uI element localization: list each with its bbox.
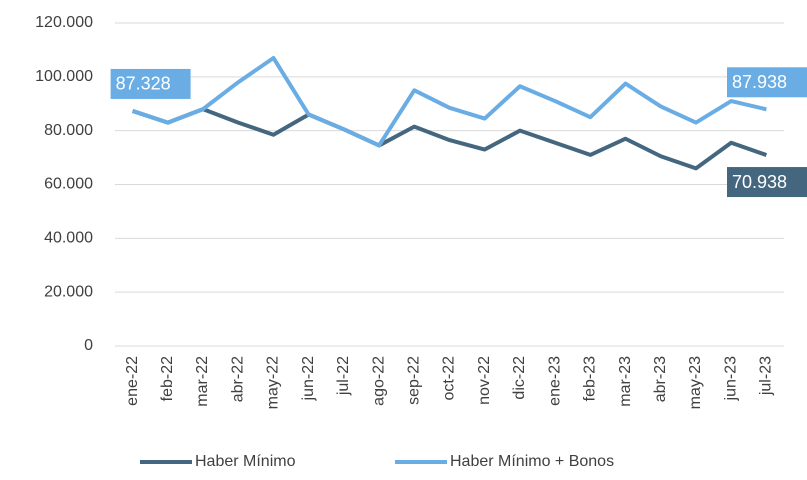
x-tick-label: dic-22 [511,356,528,400]
data-label: 87.938 [727,67,807,98]
data-label-text: 70.938 [732,172,787,192]
data-label: 87.328 [110,68,191,99]
x-tick-label: jul-22 [335,356,352,396]
x-tick-label: ago-22 [370,356,387,406]
y-tick-label: 120.000 [35,14,93,31]
data-label-text: 87.938 [732,72,787,92]
y-tick-label: 80.000 [44,122,93,139]
x-tick-label: nov-22 [476,356,493,405]
x-tick-label: ene-22 [124,356,141,406]
legend-label: Haber Mínimo [195,453,296,470]
data-label: 70.938 [727,167,807,198]
x-tick-label: feb-22 [159,356,176,401]
series-line [131,55,767,148]
y-tick-label: 0 [84,337,93,354]
x-tick-label: mar-23 [617,356,634,407]
x-tick-label: abr-22 [229,356,246,402]
legend-label: Haber Mínimo + Bonos [450,453,614,470]
data-label-box [110,68,191,99]
x-tick-label: jun-22 [300,356,317,402]
x-tick-label: abr-23 [652,356,669,402]
x-tick-label: jun-23 [722,356,739,402]
y-tick-label: 60.000 [44,176,93,193]
y-tick-label: 20.000 [44,283,93,300]
x-tick-label: jul-23 [758,356,775,396]
y-tick-label: 40.000 [44,230,93,247]
x-tick-label: may-23 [687,356,704,409]
x-tick-label: mar-22 [194,356,211,407]
x-tick-label: may-22 [265,356,282,409]
data-label-box [727,67,807,98]
data-label-text: 87.328 [116,74,171,94]
series-line [131,107,768,171]
data-label-box [727,167,807,198]
x-tick-label: ene-23 [546,356,563,406]
y-tick-label: 100.000 [35,68,93,85]
x-tick-label: oct-22 [441,356,458,401]
x-tick-label: feb-23 [582,356,599,401]
x-tick-label: sep-22 [406,356,423,405]
